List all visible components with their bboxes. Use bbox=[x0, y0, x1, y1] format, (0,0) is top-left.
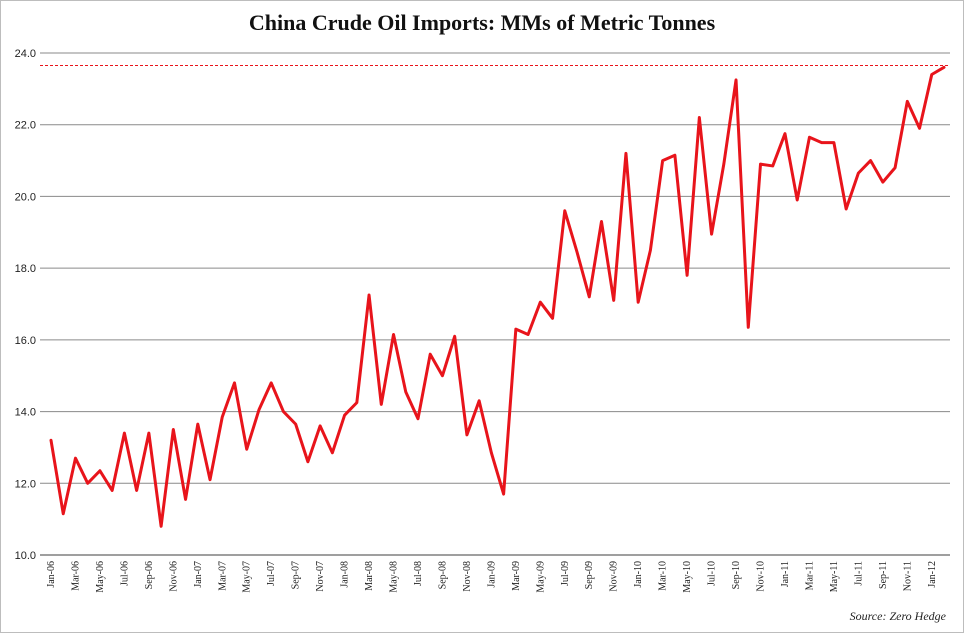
x-tick-label: Jan-12 bbox=[927, 561, 938, 588]
x-tick-label: Mar-07 bbox=[217, 561, 228, 591]
x-tick-label: Mar-10 bbox=[658, 561, 669, 591]
x-tick-label: Nov-10 bbox=[756, 561, 767, 592]
x-tick-label: Nov-11 bbox=[902, 561, 913, 591]
gridlines bbox=[40, 52, 950, 556]
x-tick-label: Jul-08 bbox=[413, 561, 424, 586]
x-tick-label: Jul-07 bbox=[266, 561, 277, 586]
x-tick-label: Sep-06 bbox=[144, 561, 155, 589]
x-tick-label: May-10 bbox=[682, 561, 693, 593]
y-tick-label: 16.0 bbox=[15, 335, 36, 347]
y-axis-ticks: 10.0 12.0 14.0 16.0 18.0 20.0 22.0 24.0 bbox=[15, 48, 36, 562]
x-tick-label: Jan-08 bbox=[340, 561, 351, 588]
y-tick-label: 24.0 bbox=[15, 48, 36, 60]
x-tick-label: Sep-08 bbox=[437, 561, 448, 589]
x-tick-label: Nov-06 bbox=[168, 561, 179, 592]
x-tick-label: May-07 bbox=[242, 561, 253, 593]
x-tick-label: Jan-09 bbox=[486, 561, 497, 588]
x-tick-label: Jan-07 bbox=[193, 561, 204, 588]
x-tick-label: Jan-11 bbox=[780, 561, 791, 587]
x-tick-label: May-11 bbox=[829, 561, 840, 592]
x-tick-label: Mar-06 bbox=[70, 561, 81, 591]
x-tick-label: Jul-09 bbox=[560, 561, 571, 586]
x-tick-label: Jul-11 bbox=[853, 561, 864, 586]
series-line bbox=[49, 65, 946, 528]
y-tick-label: 12.0 bbox=[15, 478, 36, 490]
x-tick-label: Jan-10 bbox=[633, 561, 644, 588]
x-tick-label: Jul-10 bbox=[707, 561, 718, 586]
x-tick-label: Mar-08 bbox=[364, 561, 375, 591]
x-tick-label: May-06 bbox=[95, 561, 106, 593]
y-tick-label: 22.0 bbox=[15, 120, 36, 132]
x-tick-label: Sep-09 bbox=[584, 561, 595, 589]
x-tick-label: Mar-09 bbox=[511, 561, 522, 591]
x-tick-label: Sep-11 bbox=[878, 561, 889, 589]
x-tick-label: Nov-07 bbox=[315, 561, 326, 592]
source-note: Source: Zero Hedge bbox=[849, 609, 946, 623]
series-group bbox=[49, 65, 946, 528]
x-tick-label: Nov-08 bbox=[462, 561, 473, 592]
y-tick-label: 14.0 bbox=[15, 407, 36, 419]
x-tick-label: Nov-09 bbox=[609, 561, 620, 592]
y-tick-label: 20.0 bbox=[15, 191, 36, 203]
x-tick-label: Jul-06 bbox=[119, 561, 130, 586]
x-tick-label: Sep-07 bbox=[291, 561, 302, 589]
y-tick-label: 18.0 bbox=[15, 263, 36, 275]
x-axis-ticks: Jan-06 Mar-06 May-06 Jul-06 Sep-06 Nov-06 Jan-… bbox=[46, 561, 938, 593]
chart-title: China Crude Oil Imports: MMs of Metric T… bbox=[248, 10, 716, 35]
x-tick-label: May-09 bbox=[535, 561, 546, 593]
x-tick-label: Sep-10 bbox=[731, 561, 742, 589]
x-tick-label: Mar-11 bbox=[804, 561, 815, 590]
x-tick-label: May-08 bbox=[389, 561, 400, 593]
y-tick-label: 10.0 bbox=[15, 550, 36, 562]
x-tick-label: Jan-06 bbox=[46, 561, 57, 588]
